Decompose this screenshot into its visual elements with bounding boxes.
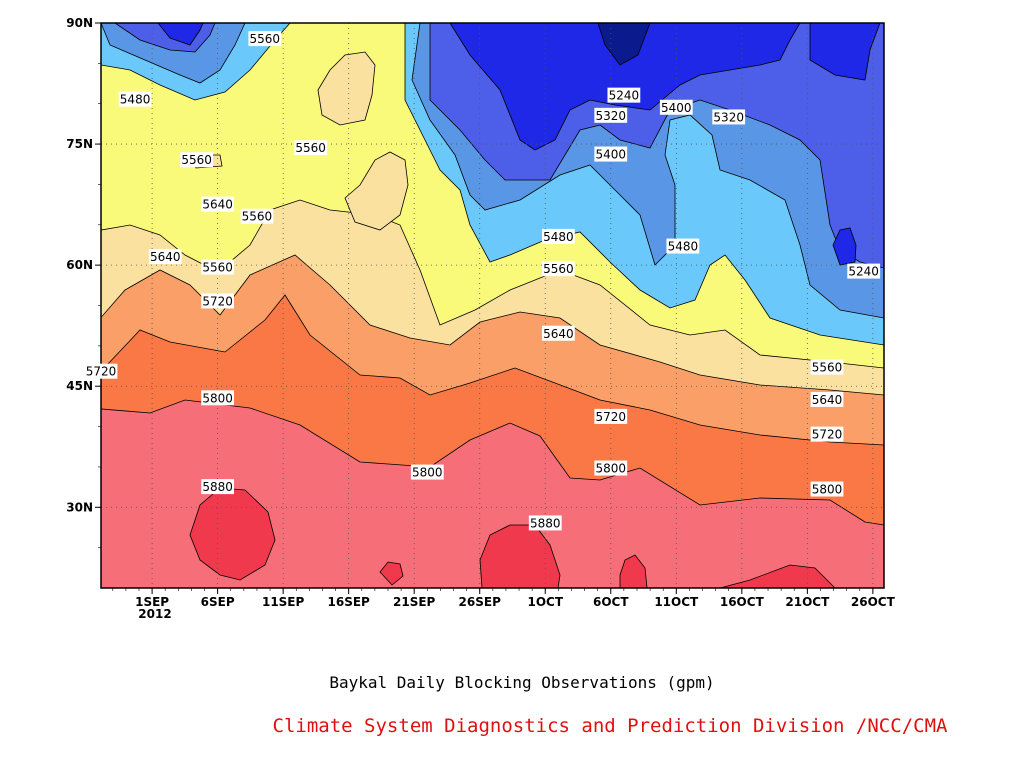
contour-label: 5800 (812, 483, 843, 497)
contour-label-bg (594, 146, 628, 162)
contour-label-bg (666, 238, 700, 254)
contour-label-bg (810, 359, 844, 375)
x-tick-label: 21SEP (393, 595, 436, 609)
contour-label-bg (201, 196, 235, 212)
contour-label-bg (528, 515, 562, 531)
island-5640-5720-north (317, 51, 376, 126)
contour-label: 5400 (595, 148, 626, 162)
contour-label-bg (118, 91, 152, 107)
band-5240-5320-north (809, 23, 881, 81)
x-tick-label: 6SEP (201, 595, 235, 609)
contour-label-bg (148, 249, 182, 265)
contour-label-bg (201, 479, 235, 495)
contour-label: 5880 (530, 516, 561, 530)
x-tick-label: 26SEP (459, 595, 502, 609)
contour-label-bg (240, 208, 274, 224)
x-tick-label: 21OCT (785, 595, 830, 609)
contour-label: 5720 (202, 294, 233, 308)
contour-label-bg (201, 390, 235, 406)
contour-label: 5640 (812, 393, 843, 407)
x-tick-label: 6OCT (593, 595, 629, 609)
year-label: 2012 (138, 607, 171, 621)
contour-label: 5320 (713, 110, 744, 124)
contour-label-bg (410, 464, 444, 480)
core-5880-c (379, 561, 404, 586)
contour-label-bg (712, 109, 746, 125)
x-tick-label: 11OCT (654, 595, 699, 609)
y-tick-label: 75N (66, 137, 93, 151)
contour-label: 5400 (661, 101, 692, 115)
contour-label-bg (201, 259, 235, 275)
contour-label: 5240 (848, 265, 879, 279)
contour-label: 5560 (543, 262, 574, 276)
y-axis: 90N 75N 60N 45N 30N (66, 16, 101, 548)
contour-label-bg (810, 481, 844, 497)
contour-label-bg (294, 140, 328, 156)
contour-label-bg (659, 99, 693, 115)
contour-label-bg (810, 391, 844, 407)
x-tick-label: 16OCT (720, 595, 765, 609)
y-tick-label: 30N (66, 500, 93, 514)
contour-label: 5480 (120, 93, 151, 107)
contour-label: 5560 (295, 141, 326, 155)
contour-label-bg (594, 107, 628, 123)
contour-label-bg (847, 263, 881, 279)
contour-label: 5640 (543, 327, 574, 341)
contour-label: 5560 (181, 153, 212, 167)
contour-labels: 5560 5480 5560 5560 5560 5640 5640 5560 5720 5720… (84, 31, 881, 531)
contour-label-bg (810, 426, 844, 442)
x-tick-label: 26OCT (851, 595, 896, 609)
contour-label-bg (607, 87, 641, 103)
y-tick-label: 90N (66, 16, 93, 30)
contour-label-bg (541, 261, 575, 277)
contour-label: 5560 (242, 210, 273, 224)
x-tick-label: 16SEP (328, 595, 371, 609)
contour-label: 5880 (202, 480, 233, 494)
chart-title: Baykal Daily Blocking Observations (gpm) (329, 673, 714, 692)
contour-label-bg (541, 325, 575, 341)
core-5880-b (479, 524, 561, 588)
x-tick-label: 1OCT (527, 595, 563, 609)
contour-label: 5720 (86, 365, 117, 379)
contour-label: 5720 (812, 428, 843, 442)
credit-line: Climate System Diagnostics and Predictio… (273, 715, 948, 737)
contour-label: 5560 (812, 361, 843, 375)
contour-label: 5640 (150, 250, 181, 264)
contour-label-bg (248, 31, 282, 47)
contour-label: 5800 (595, 462, 626, 476)
band-5240-5320 (449, 23, 801, 151)
band-5240-5320-pocket (832, 227, 857, 266)
y-tick-label: 45N (66, 379, 93, 393)
contour-label-bg (180, 152, 214, 168)
contour-label-bg (201, 293, 235, 309)
contour-label: 5560 (202, 261, 233, 275)
contour-label: 5480 (668, 240, 699, 254)
core-5880-e (719, 564, 836, 588)
contour-label: 5560 (250, 32, 281, 46)
contour-label: 5720 (595, 410, 626, 424)
contour-label: 5800 (412, 466, 443, 480)
core-5880-d (619, 554, 648, 588)
contour-label: 5640 (202, 198, 233, 212)
band-5240-5320-nw-inner (157, 23, 204, 46)
contour-label-bg (84, 363, 118, 379)
x-tick-label: 11SEP (262, 595, 305, 609)
contour-label-bg (594, 408, 628, 424)
x-axis: 1SEP 6SEP 11SEP 16SEP 21SEP 26SEP 1OCT 6OCT 11OC… (112, 588, 896, 609)
island-5640-5720-mid (344, 151, 409, 231)
x-tick-label: 1SEP (135, 595, 169, 609)
contour-label-bg (541, 228, 575, 244)
contour-label: 5240 (609, 89, 640, 103)
contour-label: 5320 (595, 109, 626, 123)
contour-label: 5480 (543, 230, 574, 244)
y-tick-label: 60N (66, 258, 93, 272)
contour-label: 5800 (202, 391, 233, 405)
contour-label-bg (594, 460, 628, 476)
